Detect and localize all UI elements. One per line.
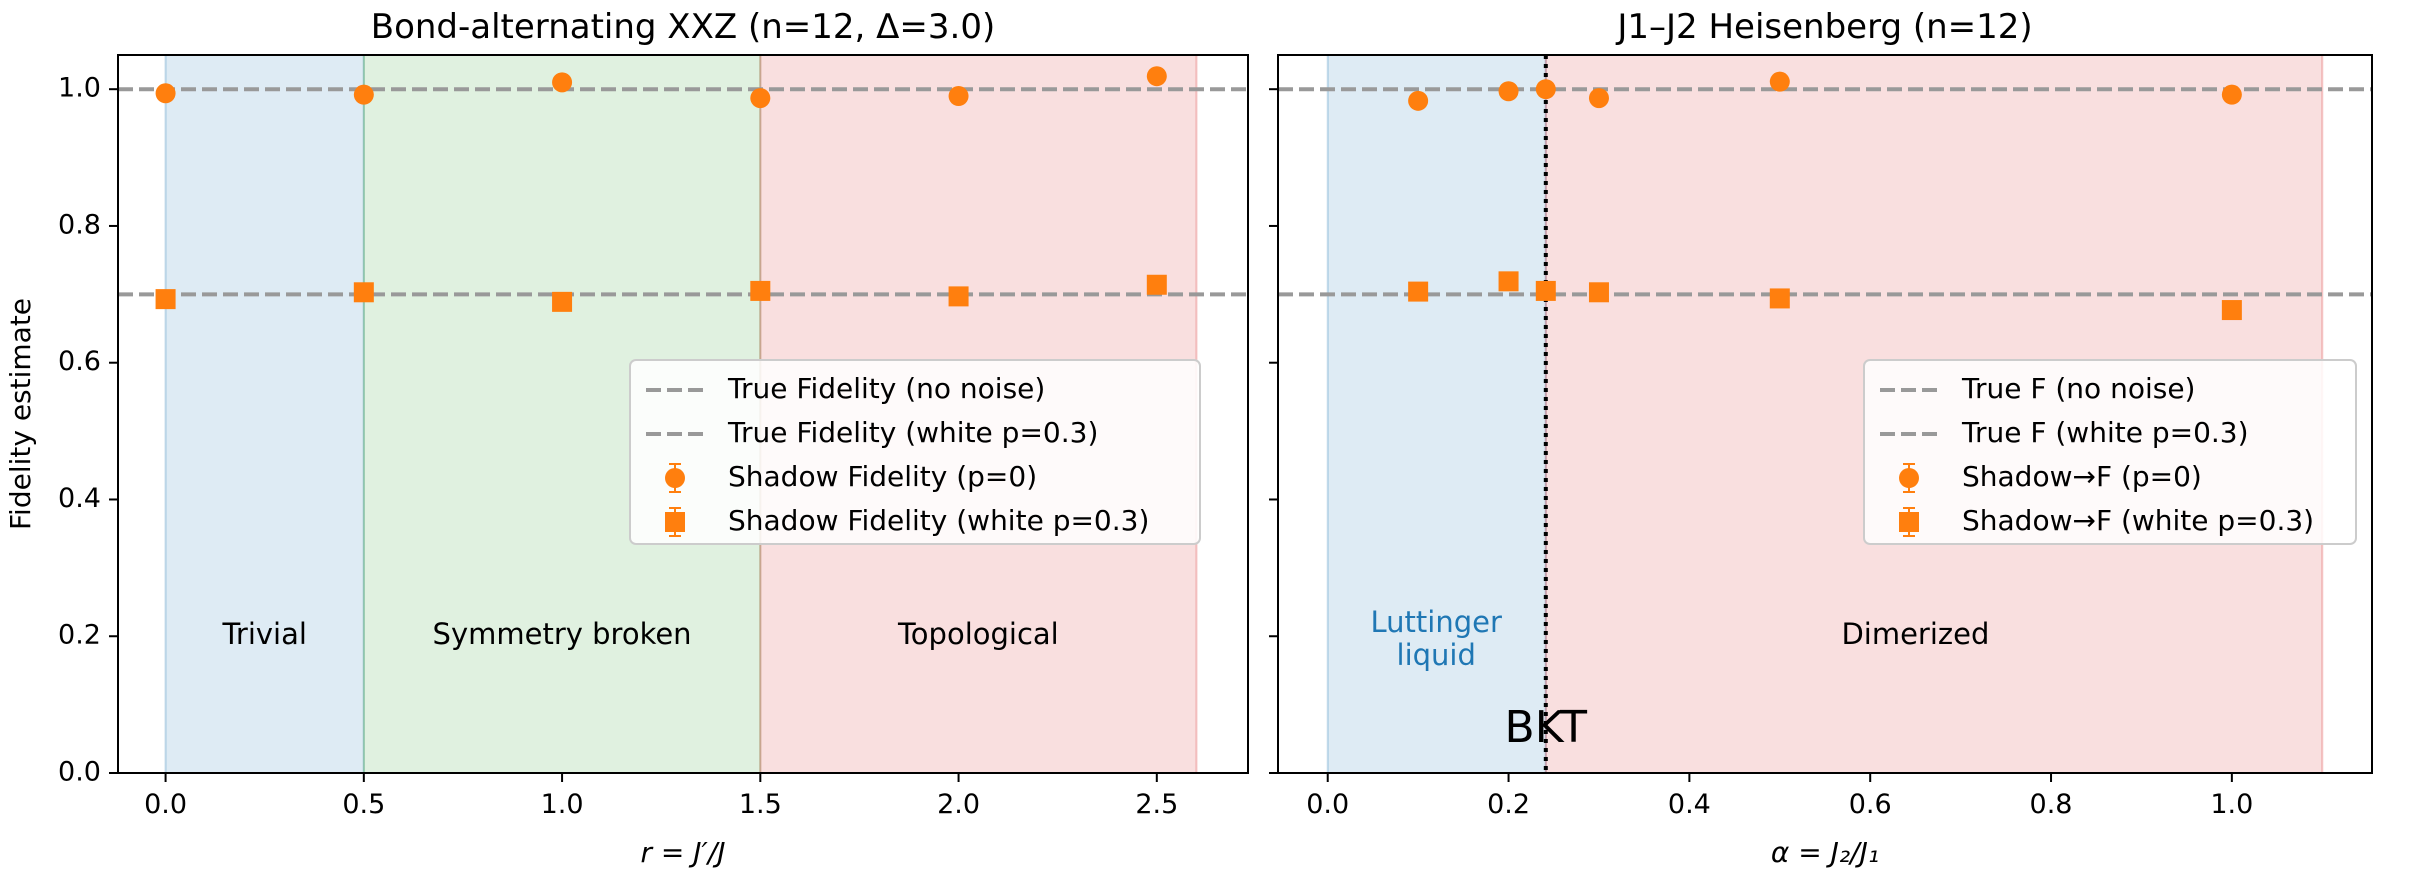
data-point — [948, 286, 969, 307]
y-tick-label: 1.0 — [58, 73, 101, 104]
data-point — [1408, 90, 1429, 111]
x-tick-label: 1.0 — [541, 789, 584, 820]
data-point — [155, 83, 176, 104]
axes-frame — [1277, 54, 2373, 774]
data-point — [948, 86, 969, 107]
region-label-line: liquid — [1397, 638, 1476, 672]
x-axis-label-definition: = J′/J — [652, 836, 726, 869]
region-label-line: Luttinger — [1371, 605, 1502, 639]
legend-label: True F (white p=0.3) — [1961, 416, 2249, 449]
legend-label: Shadow→F (white p=0.3) — [1962, 504, 2314, 537]
data-point — [552, 72, 573, 93]
legend: True F (no noise) True F (white p=0.3) Sha… — [1863, 359, 2357, 545]
region-luttinger-liquid — [1327, 55, 1546, 773]
legend-label: Shadow Fidelity (white p=0.3) — [728, 504, 1149, 537]
y-tick-label: 0.6 — [58, 346, 101, 377]
data-point — [1146, 66, 1167, 87]
x-axis-label: α = J₂/J₁ — [1771, 836, 1879, 869]
x-tick-label: 0.0 — [1306, 789, 1349, 820]
x-tick-label: 1.5 — [739, 789, 782, 820]
x-axis-label-symbol: r — [640, 836, 653, 869]
axes-frame — [117, 54, 1249, 774]
region-label: Dimerized — [1841, 617, 1989, 651]
chart-title: J1–J2 Heisenberg (n=12) — [1615, 7, 2032, 47]
data-point — [1535, 280, 1556, 301]
data-point — [1498, 271, 1519, 292]
legend-box — [629, 359, 1201, 545]
transition-label: BKT — [1505, 702, 1588, 753]
legend-handle-circle — [1899, 468, 1919, 488]
legend-label: True F (no noise) — [1961, 372, 2195, 405]
data-point — [1588, 88, 1609, 109]
data-point — [155, 289, 176, 310]
x-tick-label: 0.8 — [2030, 789, 2073, 820]
x-tick-label: 0.5 — [342, 789, 385, 820]
legend-handle-square — [1899, 512, 1919, 532]
data-point — [750, 280, 771, 301]
data-point — [353, 84, 374, 105]
data-point — [750, 88, 771, 109]
y-tick-label: 0.2 — [58, 620, 101, 651]
data-point — [353, 282, 374, 303]
legend-handle-circle — [665, 468, 685, 488]
x-tick-label: 0.2 — [1487, 789, 1530, 820]
x-tick-label: 0.0 — [144, 789, 187, 820]
data-point — [1535, 79, 1556, 100]
legend-label: Shadow Fidelity (p=0) — [728, 460, 1037, 493]
y-tick-label: 0.8 — [58, 209, 101, 240]
data-point — [1498, 81, 1519, 102]
x-tick-label: 2.5 — [1135, 789, 1178, 820]
y-axis-label: Fidelity estimate — [4, 298, 37, 530]
x-axis-label: r = J′/J — [640, 836, 725, 869]
y-tick-label: 0.4 — [58, 483, 101, 514]
x-tick-label: 0.6 — [1849, 789, 1892, 820]
x-axis-label-definition: = J₂/J₁ — [1789, 836, 1879, 869]
legend-handle-square — [665, 512, 685, 532]
legend-label: True Fidelity (white p=0.3) — [727, 416, 1098, 449]
data-point — [1769, 71, 1790, 92]
legend-label: True Fidelity (no noise) — [727, 372, 1045, 405]
data-point — [2221, 84, 2242, 105]
data-point — [2221, 300, 2242, 321]
left-chart-panel: Trivial Symmetry broken Topological 0.0 0.5 1… — [4, 7, 1249, 869]
legend-label: Shadow→F (p=0) — [1962, 460, 2202, 493]
x-axis-label-symbol: α — [1771, 836, 1790, 869]
data-point — [552, 291, 573, 312]
x-tick-label: 1.0 — [2210, 789, 2253, 820]
chart-title: Bond-alternating XXZ (n=12, Δ=3.0) — [371, 7, 995, 47]
x-tick-label: 2.0 — [937, 789, 980, 820]
data-point — [1408, 281, 1429, 302]
y-tick-label: 0.0 — [58, 757, 101, 788]
region-label: Topological — [897, 617, 1059, 651]
legend-box — [1863, 359, 2357, 545]
region-label: Trivial — [221, 617, 306, 651]
right-chart-panel: Luttinger liquid Dimerized BKT 0.0 0.2 0.4 0.6 0… — [1269, 7, 2373, 869]
data-point — [1769, 288, 1790, 309]
region-label: Symmetry broken — [433, 617, 692, 651]
region-label: Luttinger liquid — [1371, 605, 1502, 672]
data-point — [1588, 282, 1609, 303]
data-point — [1146, 274, 1167, 295]
x-tick-label: 0.4 — [1668, 789, 1711, 820]
legend: True Fidelity (no noise) True Fidelity (w… — [629, 359, 1201, 545]
region-trivial — [165, 55, 364, 773]
